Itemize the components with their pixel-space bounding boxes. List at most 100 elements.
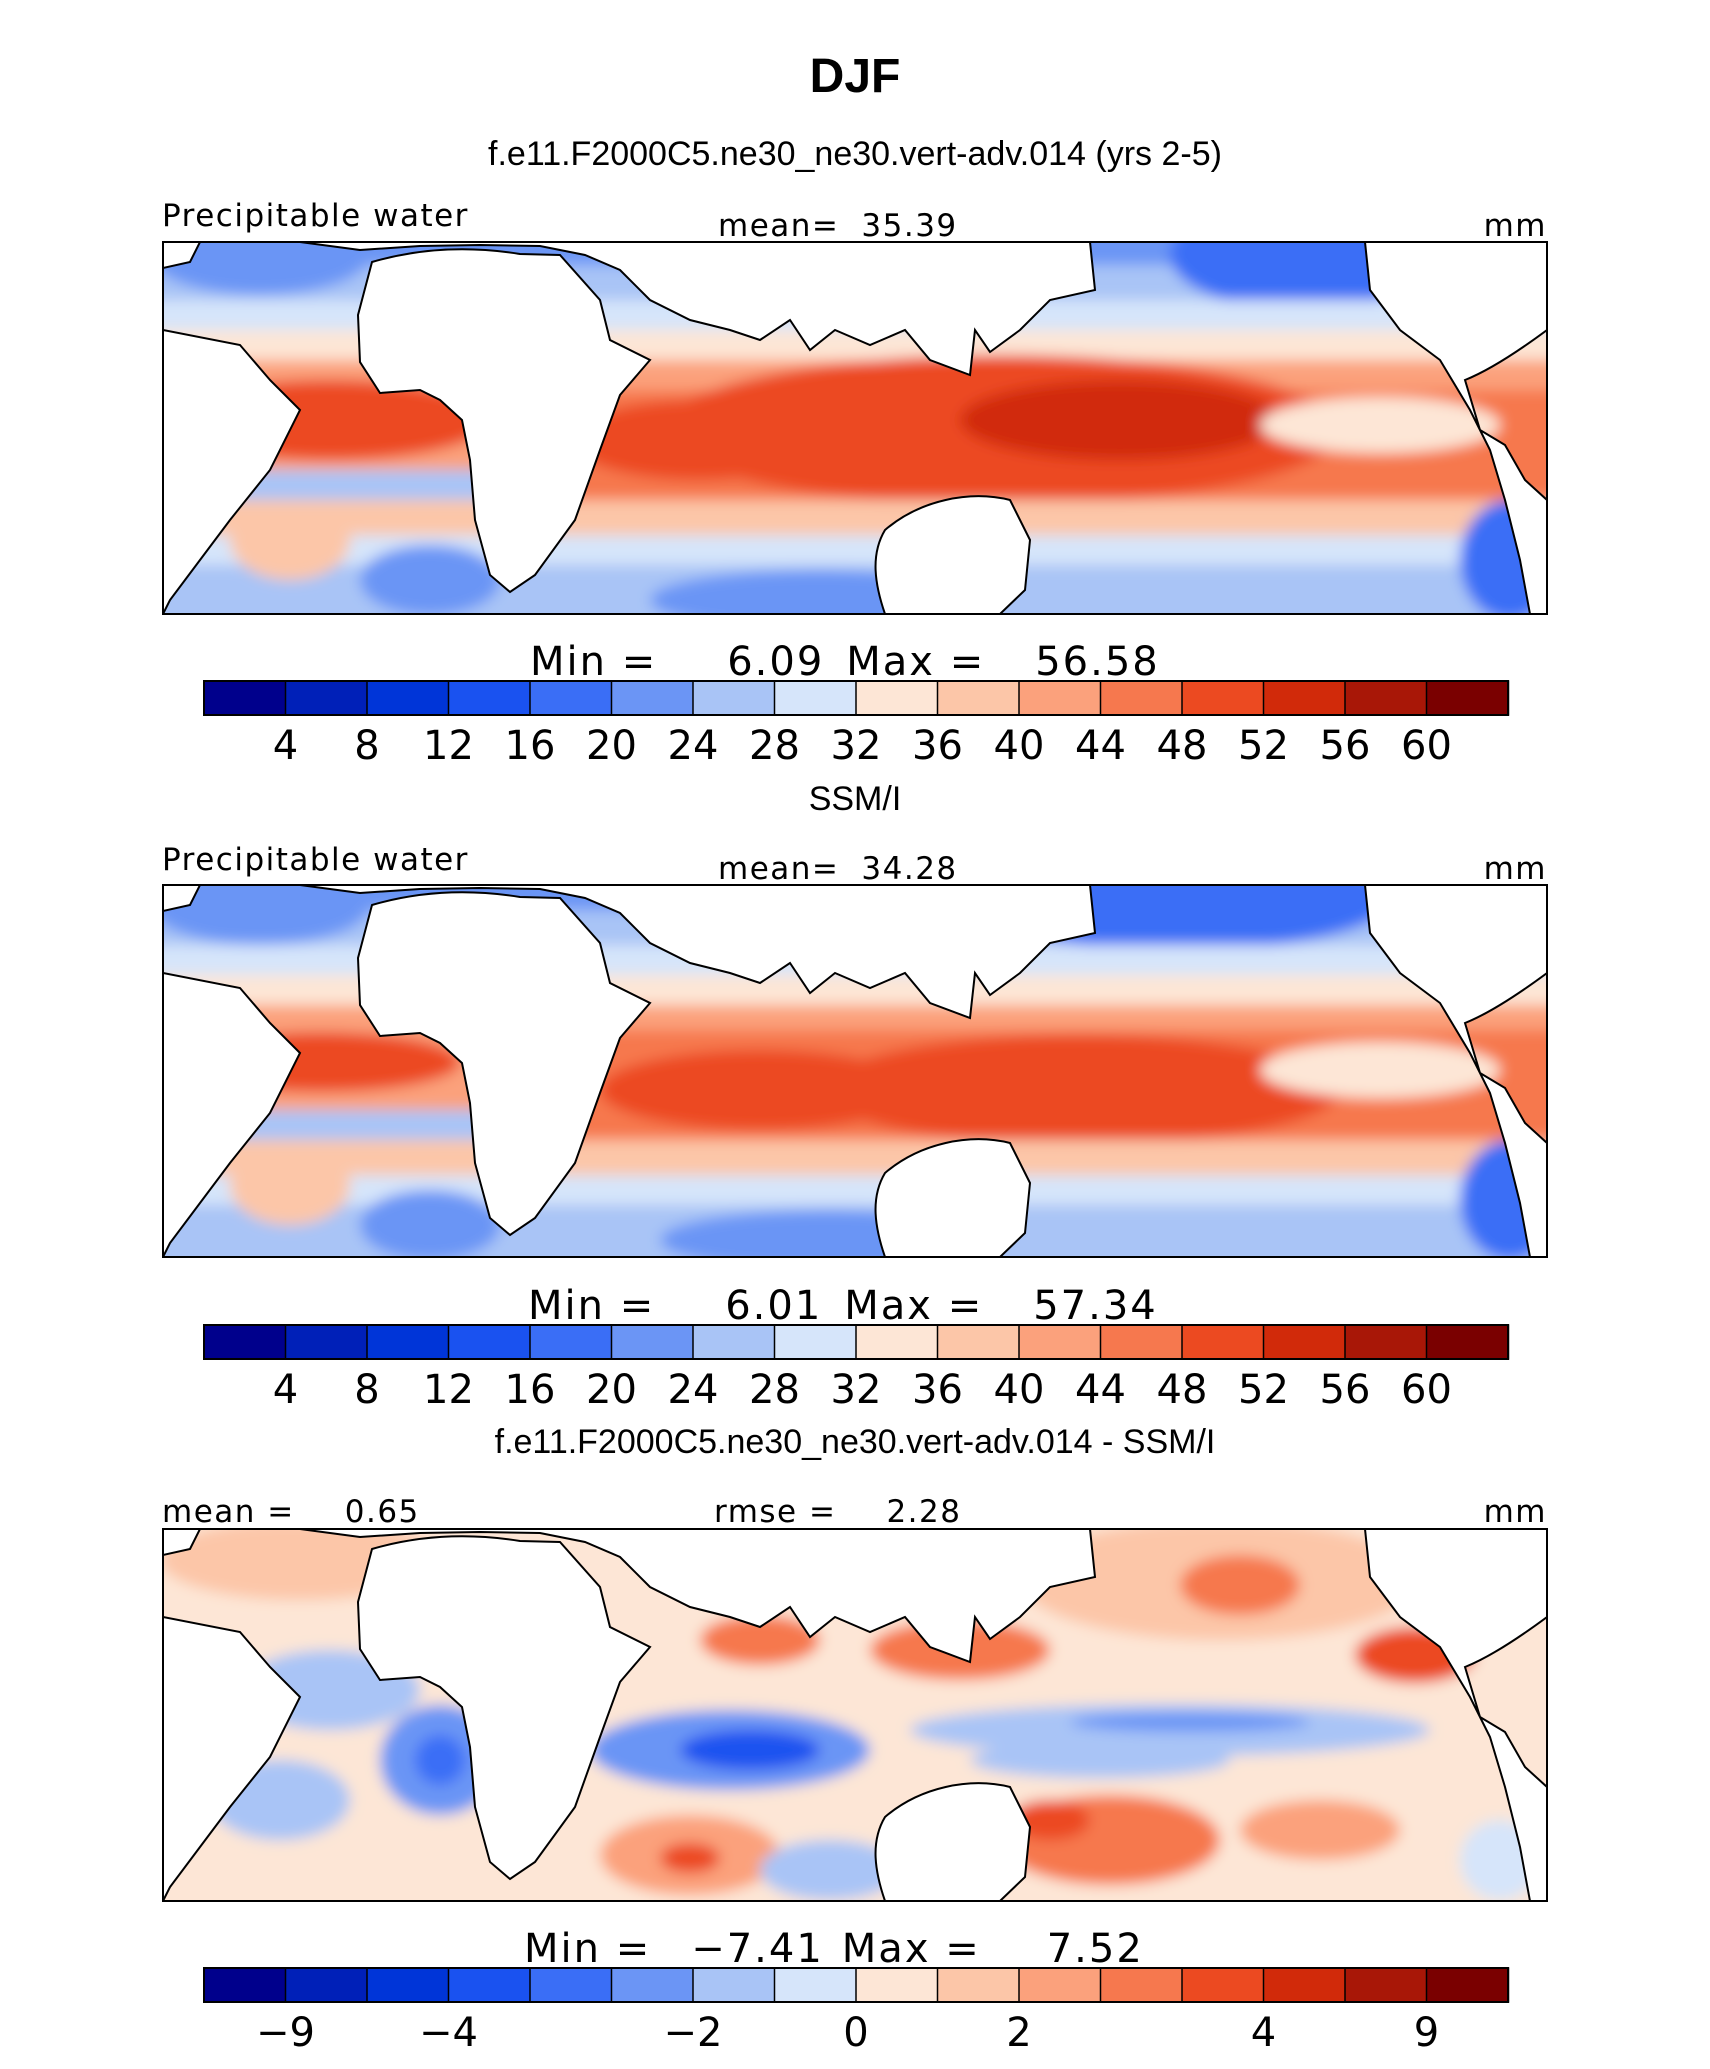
stat-left: mean = 0.65 [162, 1494, 420, 1530]
panel-subtitle: f.e11.F2000C5.ne30_ne30.vert-adv.014 (yr… [488, 135, 1222, 173]
units-label: mm [1484, 1494, 1547, 1530]
colorbar-tick-label: 36 [912, 723, 963, 769]
colorbar-swatch [284, 1967, 369, 2003]
land-greenland [163, 885, 202, 913]
panel-subtitle: SSM/I [809, 780, 902, 818]
land-africa [356, 1535, 652, 1881]
colorbar-tick-label: 36 [912, 1367, 963, 1413]
map-field [163, 1529, 1547, 1901]
land-americas [1363, 1529, 1547, 1901]
colorbar-swatch [1099, 1967, 1184, 2003]
land-americas [1363, 242, 1547, 614]
colorbar-swatch [855, 1324, 939, 1360]
land-australia [874, 1138, 1032, 1257]
colorbar-swatch [1344, 1967, 1428, 2003]
colorbar-tick-label: 9 [1414, 2010, 1439, 2056]
colorbar-swatch [1262, 1967, 1347, 2003]
colorbar-tick-label: −4 [419, 2010, 478, 2056]
colorbar-swatch [203, 1324, 287, 1360]
colorbar-tick-label: 48 [1157, 723, 1208, 769]
stat-center: mean= 35.39 [718, 208, 958, 244]
colorbar-swatch [692, 1324, 776, 1360]
colorbar-swatch [1181, 680, 1265, 716]
colorbar-swatch [366, 1324, 450, 1360]
colorbar-tick-label: 16 [505, 723, 556, 769]
colorbar-swatch [773, 1324, 858, 1360]
min-max-label: Min = 6.01 Max = 57.34 [528, 1283, 1158, 1329]
colorbar-tick-label: 20 [586, 723, 637, 769]
land-eurasia [299, 1529, 1097, 1664]
land-australia [874, 1782, 1032, 1901]
colorbar-swatch [203, 1967, 287, 2003]
colorbar-tick-label: 8 [354, 1367, 379, 1413]
map-field [163, 242, 1547, 614]
colorbar-swatch [692, 680, 776, 716]
colorbar-tick-label: 2 [1006, 2010, 1031, 2056]
colorbar-swatch [692, 1967, 776, 2003]
colorbar-tick-label: 40 [994, 1367, 1045, 1413]
land-eurasia [299, 885, 1097, 1020]
colorbar-swatch [610, 1324, 695, 1360]
colorbar-tick-label: 12 [423, 1367, 474, 1413]
land-africa [356, 891, 652, 1237]
min-max-label: Min = −7.41 Max = 7.52 [524, 1926, 1144, 1972]
colorbar-swatch [1018, 1967, 1102, 2003]
land-south-america-east [163, 1615, 302, 1901]
colorbar-tick-label: 16 [505, 1367, 556, 1413]
colorbar-tick-label: 32 [831, 1367, 882, 1413]
colorbar-tick-label: 0 [843, 2010, 868, 2056]
colorbar-tick-label: 4 [273, 723, 298, 769]
colorbar-swatch [447, 1324, 532, 1360]
panel-model: f.e11.F2000C5.ne30_ne30.vert-adv.014 (yr… [162, 135, 1548, 769]
stat-center: mean= 34.28 [718, 851, 958, 887]
colorbar-frame [203, 680, 1509, 716]
colorbar-tick-label: 56 [1320, 723, 1371, 769]
land-americas [1363, 885, 1547, 1257]
colorbar-swatch [203, 680, 287, 716]
min-max-label: Min = 6.09 Max = 56.58 [530, 639, 1160, 685]
colorbar-tick-label: 28 [749, 723, 800, 769]
colorbar-swatch [1099, 1324, 1184, 1360]
colorbar-swatch [1181, 1967, 1265, 2003]
colorbar-swatch [1181, 1324, 1265, 1360]
colorbar-swatch [1425, 1967, 1510, 2003]
figure-title: DJF [810, 50, 901, 103]
colorbar: −9 −4 −2 0 2 4 9 [203, 1967, 1510, 2056]
colorbar-tick-label: 56 [1320, 1367, 1371, 1413]
colorbar-tick-label: 60 [1401, 723, 1452, 769]
units-label: mm [1484, 208, 1547, 244]
colorbar-tick-label: 44 [1075, 1367, 1126, 1413]
colorbar-tick-label: 60 [1401, 1367, 1452, 1413]
colorbar-tick-label: 40 [994, 723, 1045, 769]
colorbar-swatch [773, 680, 858, 716]
colorbar-tick-label: 24 [668, 723, 719, 769]
land-eurasia [299, 242, 1097, 377]
land-south-america-east [163, 328, 302, 614]
colorbar-swatch [610, 680, 695, 716]
colorbar-frame [203, 1324, 1509, 1360]
colorbar-swatch [529, 680, 613, 716]
colorbar-tick-label: 28 [749, 1367, 800, 1413]
map-field [163, 885, 1547, 1257]
colorbar-swatch [1344, 680, 1428, 716]
land-greenland [163, 242, 202, 270]
colorbar-swatch [447, 1967, 532, 2003]
colorbar-swatch [855, 680, 939, 716]
colorbar-swatch [936, 1967, 1021, 2003]
units-label: mm [1484, 851, 1547, 887]
colorbar-swatch [447, 680, 532, 716]
colorbar-tick-label: 4 [273, 1367, 298, 1413]
colorbar-swatch [284, 680, 369, 716]
colorbar-swatch [1018, 680, 1102, 716]
variable-label: Precipitable water [162, 842, 469, 878]
land-africa [356, 248, 652, 594]
colorbar-swatch [1344, 1324, 1428, 1360]
map-frame [162, 1528, 1548, 1902]
colorbar-tick-label: 32 [831, 723, 882, 769]
colorbar-tick-label: 24 [668, 1367, 719, 1413]
colorbar-swatch [610, 1967, 695, 2003]
colorbar-swatch [1018, 1324, 1102, 1360]
colorbar-tick-label: 52 [1238, 1367, 1289, 1413]
colorbar-swatch [366, 680, 450, 716]
